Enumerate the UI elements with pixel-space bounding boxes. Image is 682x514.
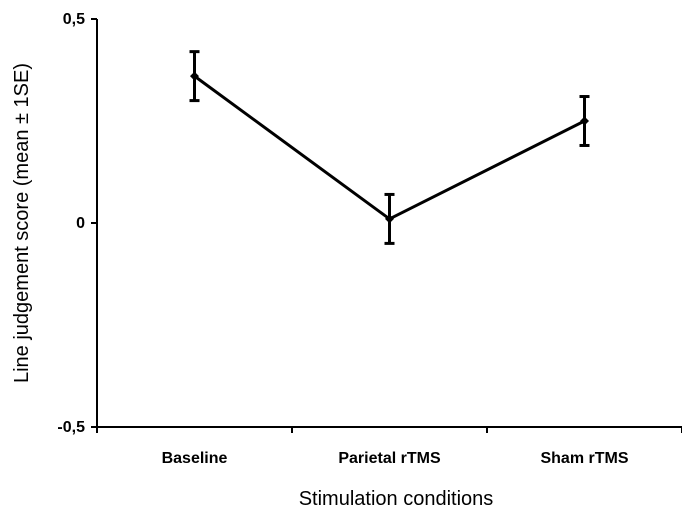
- x-tick-label: Baseline: [162, 450, 228, 467]
- y-axis-title: Line judgement score (mean ± 1SE): [11, 63, 33, 383]
- data-point: [385, 214, 394, 224]
- x-axis-title: Stimulation conditions: [299, 488, 494, 510]
- y-tick-label: 0: [76, 215, 85, 232]
- x-tick-label: Parietal rTMS: [338, 450, 441, 467]
- ticks: -0,5 0 0,5 Baseline Parietal rTMS Sham rTMS: [57, 11, 682, 467]
- y-tick-label: -0,5: [57, 419, 85, 436]
- data-series: [189, 50, 590, 245]
- x-tick-label: Sham rTMS: [540, 450, 628, 467]
- data-point: [580, 116, 589, 126]
- data-point: [190, 71, 199, 81]
- y-tick-label: 0,5: [63, 11, 85, 28]
